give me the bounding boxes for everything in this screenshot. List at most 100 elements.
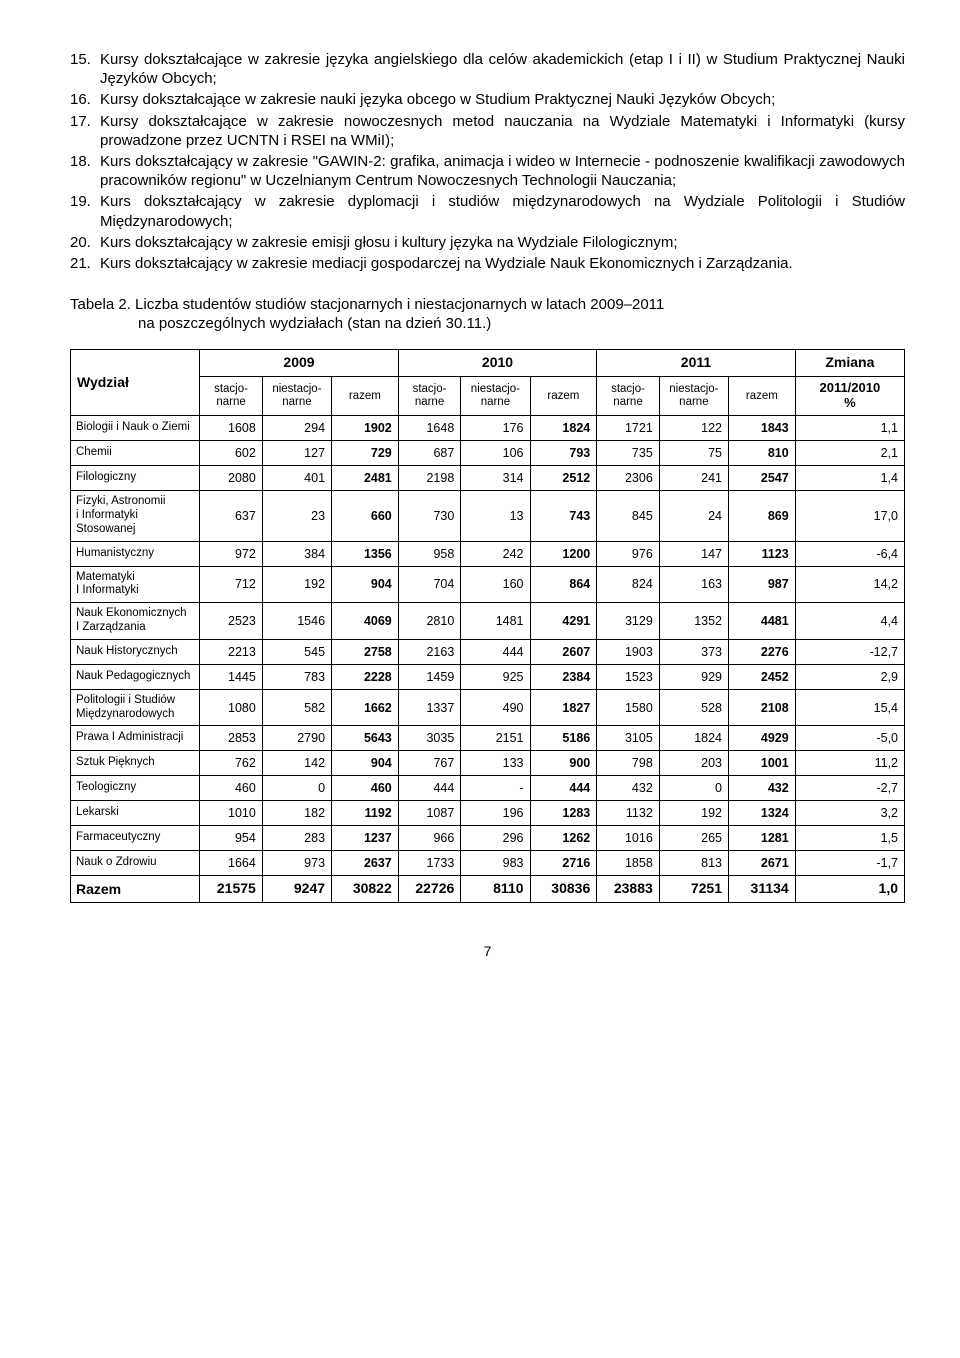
row-name: Teologiczny — [71, 776, 200, 801]
students-table: Wydział 2009 2010 2011 Zmiana stacjo- na… — [70, 349, 905, 903]
cell: -5,0 — [795, 726, 904, 751]
cell: 444 — [530, 776, 597, 801]
sub-header: niestacjo- narne — [461, 377, 530, 416]
cell: 1902 — [332, 416, 399, 441]
cell: 1445 — [200, 664, 263, 689]
row-name: Prawa I Administracji — [71, 726, 200, 751]
list-item-text: Kursy dokształcające w zakresie nauki ję… — [100, 91, 775, 108]
cell: 1200 — [530, 541, 597, 566]
row-name: Nauk o Zdrowiu — [71, 851, 200, 876]
cell: 1192 — [332, 801, 399, 826]
page-number: 7 — [70, 943, 905, 961]
list-item-text: Kurs dokształcający w zakresie "GAWIN-2:… — [100, 153, 905, 189]
cell: 1283 — [530, 801, 597, 826]
row-name: Nauk Historycznych — [71, 639, 200, 664]
cell: 3105 — [597, 726, 660, 751]
cell: 1123 — [729, 541, 796, 566]
cell: 2758 — [332, 639, 399, 664]
cell: 1001 — [729, 751, 796, 776]
table-row: Prawa I Administracji2853279056433035215… — [71, 726, 905, 751]
list-item-text: Kurs dokształcający w zakresie mediacji … — [100, 255, 793, 272]
list-item: 19.Kurs dokształcający w zakresie dyplom… — [70, 192, 905, 230]
cell: 3,2 — [795, 801, 904, 826]
table-row: Lekarski10101821192108719612831132192132… — [71, 801, 905, 826]
cell: 2853 — [200, 726, 263, 751]
cell: 30836 — [530, 876, 597, 903]
cell: 743 — [530, 491, 597, 541]
cell: 712 — [200, 566, 263, 603]
row-name: Razem — [71, 876, 200, 903]
cell: 75 — [659, 441, 728, 466]
cell: 142 — [262, 751, 331, 776]
row-name: Chemii — [71, 441, 200, 466]
table-row: Nauk Historycznych2213545275821634442607… — [71, 639, 905, 664]
cell: 294 — [262, 416, 331, 441]
cell: 973 — [262, 851, 331, 876]
cell: -6,4 — [795, 541, 904, 566]
cell: 106 — [461, 441, 530, 466]
cell: 1580 — [597, 689, 660, 726]
cell: 1648 — [398, 416, 461, 441]
cell: 1080 — [200, 689, 263, 726]
table-row-total: Razem21575924730822227268110308362388372… — [71, 876, 905, 903]
cell: 203 — [659, 751, 728, 776]
table-row: Politologii i Studiów Międzynarodowych10… — [71, 689, 905, 726]
cell: 2276 — [729, 639, 796, 664]
cell: 1662 — [332, 689, 399, 726]
cell: 798 — [597, 751, 660, 776]
cell: 987 — [729, 566, 796, 603]
table-row: Chemii602127729687106793735758102,1 — [71, 441, 905, 466]
cell: 2481 — [332, 466, 399, 491]
table-row: Humanistyczny972384135695824212009761471… — [71, 541, 905, 566]
cell: 2306 — [597, 466, 660, 491]
table-row: Nauk Ekonomicznych I Zarządzania25231546… — [71, 603, 905, 640]
row-name: Sztuk Pięknych — [71, 751, 200, 776]
cell: 127 — [262, 441, 331, 466]
cell: 1481 — [461, 603, 530, 640]
row-name: Farmaceutyczny — [71, 826, 200, 851]
cell: 966 — [398, 826, 461, 851]
table-row: Fizyki, Astronomii i Informatyki Stosowa… — [71, 491, 905, 541]
cell: 954 — [200, 826, 263, 851]
cell: 1858 — [597, 851, 660, 876]
cell: 2716 — [530, 851, 597, 876]
cell: 460 — [332, 776, 399, 801]
cell: 31134 — [729, 876, 796, 903]
cell: 582 — [262, 689, 331, 726]
sub-header: stacjo- narne — [597, 377, 660, 416]
cell: 972 — [200, 541, 263, 566]
cell: 869 — [729, 491, 796, 541]
list-item-text: Kursy dokształcające w zakresie języka a… — [100, 51, 905, 87]
cell: 3035 — [398, 726, 461, 751]
cell: 2384 — [530, 664, 597, 689]
cell: 2452 — [729, 664, 796, 689]
cell: 767 — [398, 751, 461, 776]
list-item: 21.Kurs dokształcający w zakresie mediac… — [70, 254, 905, 273]
sub-header: razem — [530, 377, 597, 416]
col-2009: 2009 — [200, 350, 398, 377]
cell: 163 — [659, 566, 728, 603]
cell: 1356 — [332, 541, 399, 566]
cell: 241 — [659, 466, 728, 491]
cell: 976 — [597, 541, 660, 566]
row-name: Politologii i Studiów Międzynarodowych — [71, 689, 200, 726]
cell: 929 — [659, 664, 728, 689]
list-item-number: 15. — [70, 50, 91, 69]
cell: 5643 — [332, 726, 399, 751]
cell: 687 — [398, 441, 461, 466]
cell: 9247 — [262, 876, 331, 903]
cell: 373 — [659, 639, 728, 664]
cell: 2671 — [729, 851, 796, 876]
col-zmiana: Zmiana — [795, 350, 904, 377]
cell: 296 — [461, 826, 530, 851]
cell: 0 — [659, 776, 728, 801]
cell: 4069 — [332, 603, 399, 640]
cell: 637 — [200, 491, 263, 541]
table-row: Biologii i Nauk o Ziemi16082941902164817… — [71, 416, 905, 441]
row-name: Fizyki, Astronomii i Informatyki Stosowa… — [71, 491, 200, 541]
list-item: 15. Kursy dokształcające w zakresie język… — [70, 50, 905, 88]
cell: 1010 — [200, 801, 263, 826]
cell: 2080 — [200, 466, 263, 491]
cell: 1843 — [729, 416, 796, 441]
col-wydzial: Wydział — [71, 350, 200, 416]
